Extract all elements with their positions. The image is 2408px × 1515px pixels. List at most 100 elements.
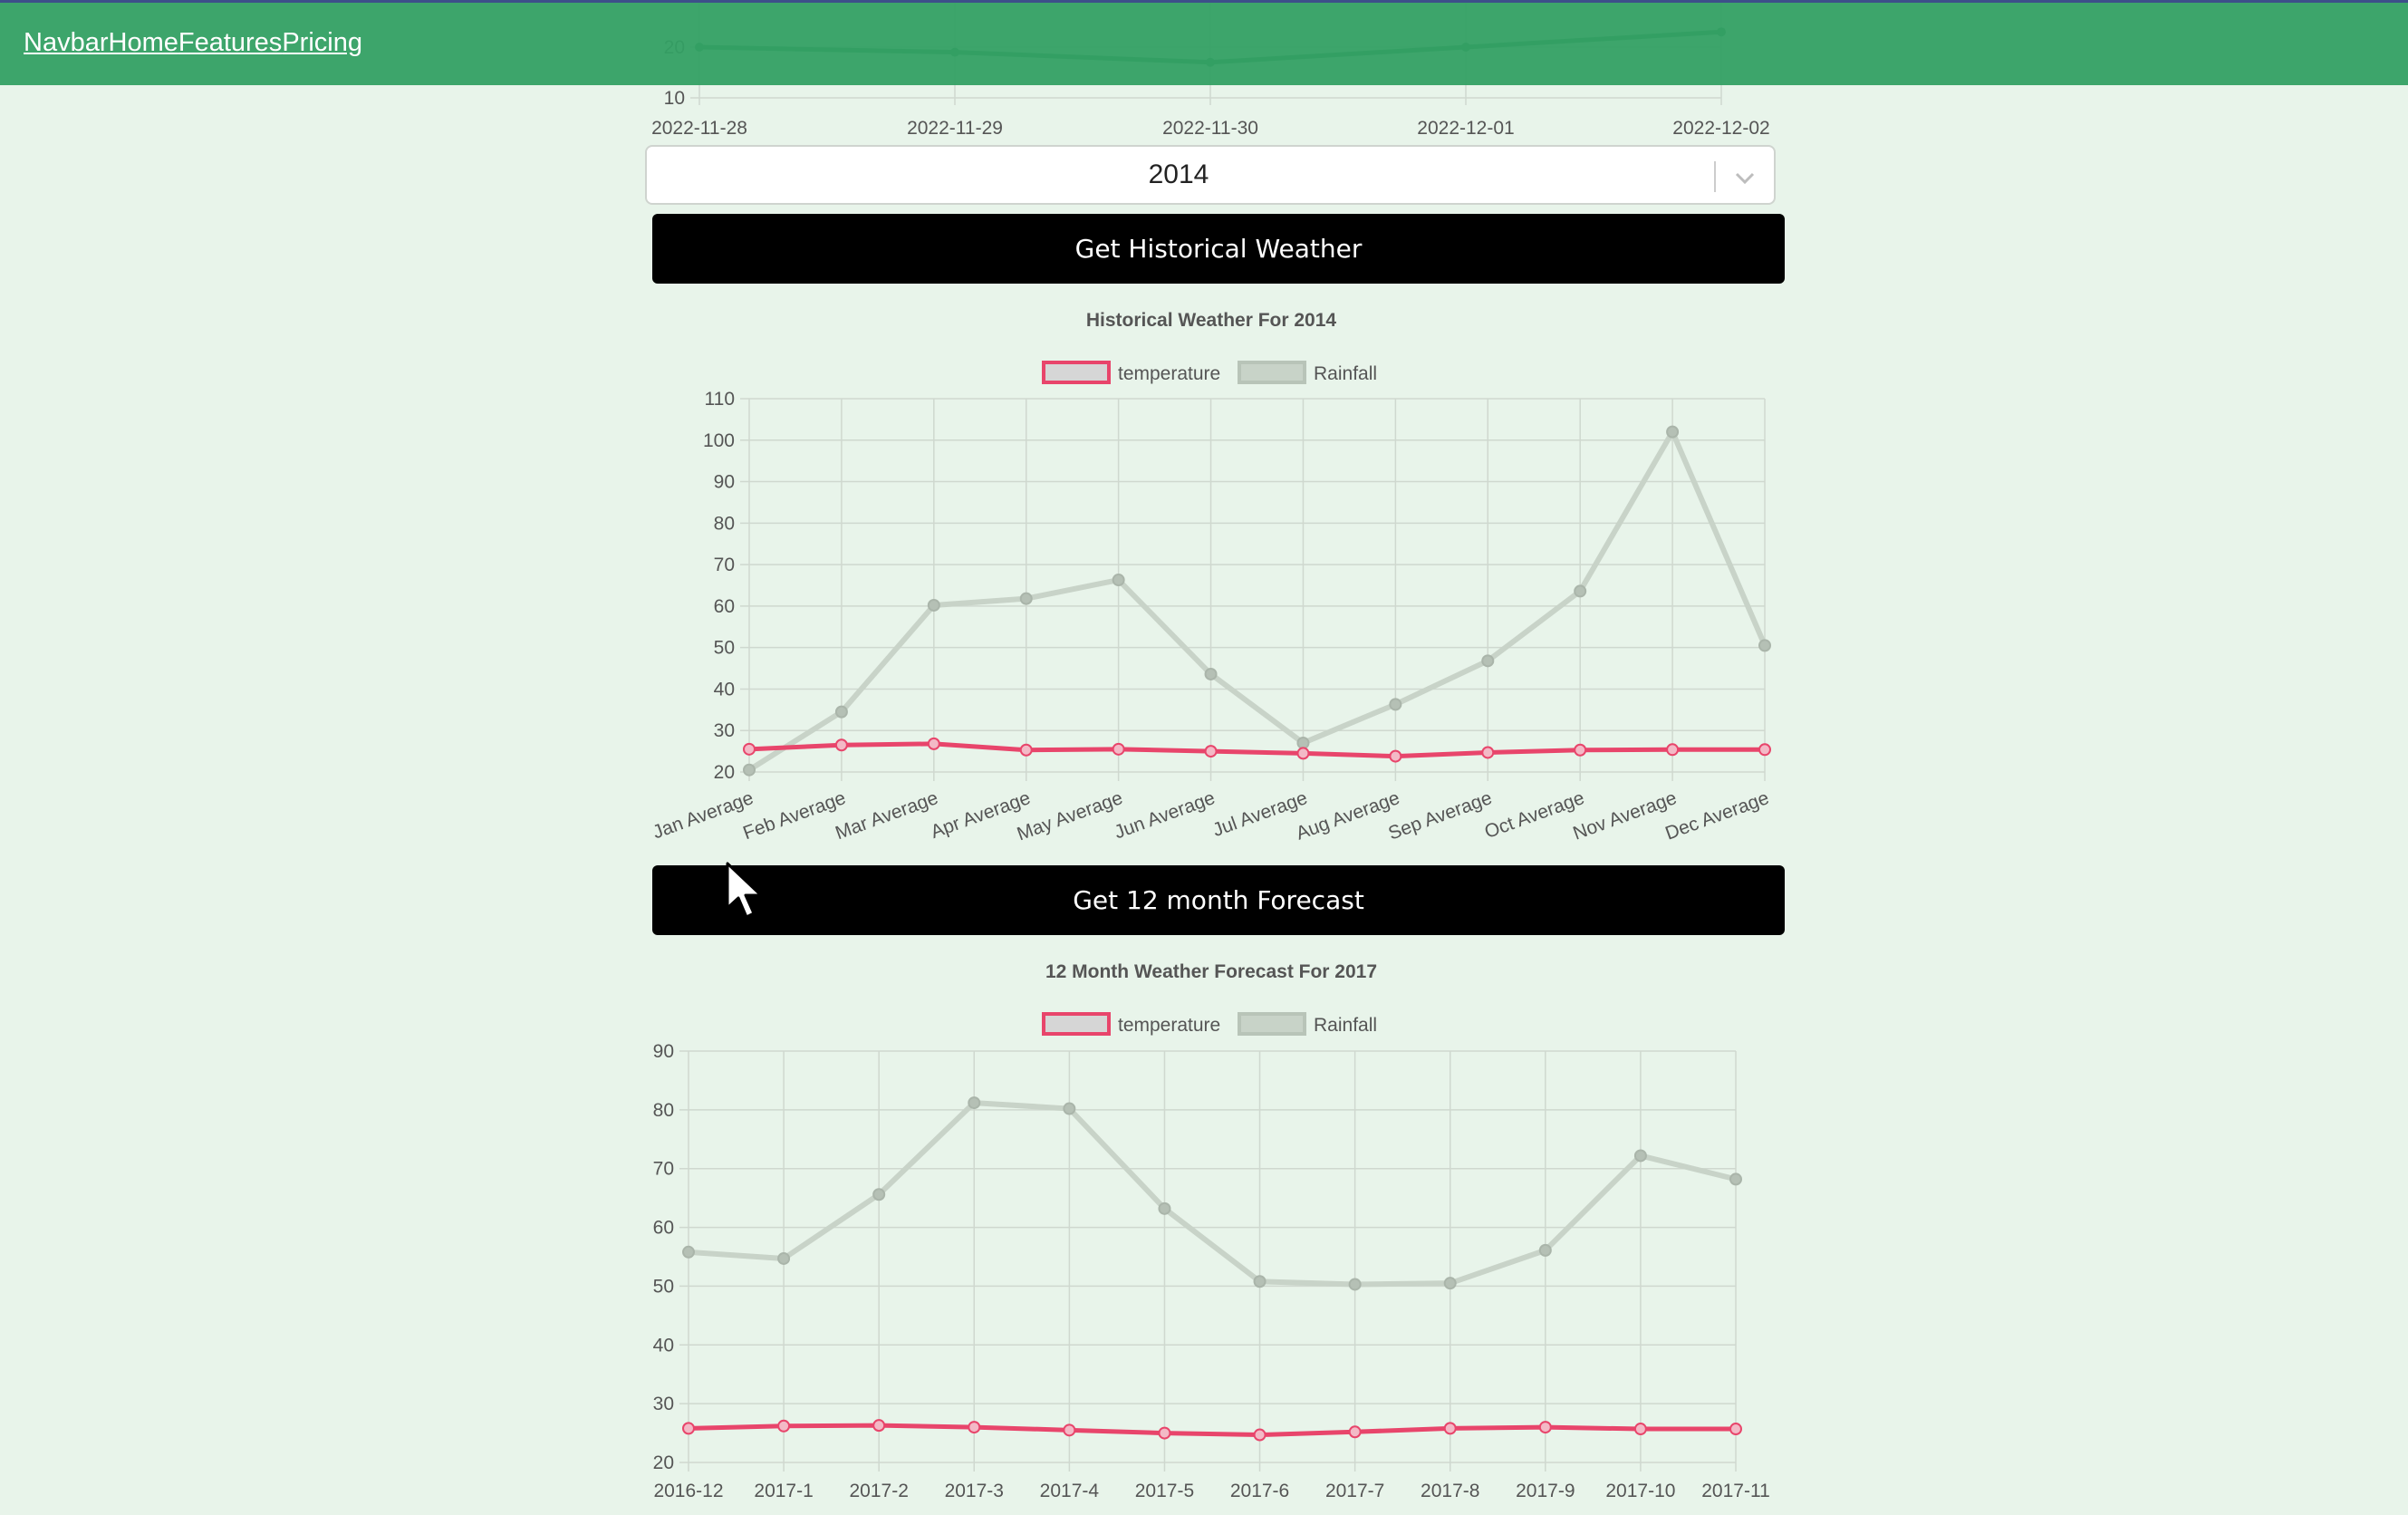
x-tick-label: 2017-2 <box>849 1481 908 1501</box>
data-point-rainfall[interactable] <box>1633 1149 1647 1163</box>
data-point-rainfall[interactable] <box>777 1251 791 1265</box>
x-tick-label: 2017-4 <box>1040 1481 1100 1501</box>
data-point-temperature[interactable] <box>1112 742 1125 756</box>
get-12-month-forecast-button[interactable]: Get 12 month Forecast <box>652 865 1785 935</box>
x-tick-label: 2022-11-29 <box>907 118 1003 139</box>
data-point-temperature[interactable] <box>1729 1423 1742 1436</box>
nav-brand-link[interactable]: Navbar <box>24 28 109 57</box>
x-tick-label: 2017-3 <box>945 1481 1004 1501</box>
x-tick-label: 2017-6 <box>1230 1481 1289 1501</box>
legend-rainfall-swatch[interactable] <box>1238 361 1306 384</box>
legend-temperature-swatch[interactable] <box>1042 361 1111 384</box>
data-point-rainfall[interactable] <box>1443 1277 1457 1290</box>
y-tick-label: 50 <box>653 1276 674 1297</box>
data-point-temperature[interactable] <box>777 1419 791 1433</box>
data-point-temperature[interactable] <box>1666 743 1680 757</box>
get-historical-weather-button[interactable]: Get Historical Weather <box>652 214 1785 284</box>
data-point-rainfall[interactable] <box>927 598 940 612</box>
nav-features-link[interactable]: Features <box>178 28 283 57</box>
navbar: Navbar Home Features Pricing <box>0 0 2408 85</box>
nav-home-link[interactable]: Home <box>108 28 178 57</box>
legend-rainfall-label[interactable]: Rainfall <box>1314 1015 1377 1036</box>
x-tick-label: 2022-12-01 <box>1417 118 1514 139</box>
y-tick-label: 40 <box>714 679 735 700</box>
y-tick-label: 80 <box>714 513 735 534</box>
data-point-rainfall[interactable] <box>1729 1172 1742 1186</box>
nav-links: Navbar Home Features Pricing <box>24 28 362 58</box>
y-tick-label: 30 <box>714 720 735 741</box>
data-point-temperature[interactable] <box>927 737 940 750</box>
x-tick-label: 2022-11-30 <box>1162 118 1258 139</box>
data-point-temperature[interactable] <box>1296 747 1310 760</box>
legend-rainfall-swatch[interactable] <box>1238 1012 1306 1036</box>
x-tick-label: 2017-7 <box>1325 1481 1384 1501</box>
data-point-temperature[interactable] <box>1019 743 1033 757</box>
y-tick-label: 20 <box>653 1452 674 1473</box>
data-point-temperature[interactable] <box>743 742 756 756</box>
historical-legend[interactable]: temperature Rainfall <box>1042 361 1377 384</box>
data-point-rainfall[interactable] <box>1204 667 1218 680</box>
y-tick-label: 20 <box>714 762 735 783</box>
x-tick-label: 2017-10 <box>1605 1481 1675 1501</box>
y-tick-label: 60 <box>714 596 735 617</box>
x-tick-label: 2022-12-02 <box>1672 118 1769 139</box>
series-line-temperature <box>688 1423 1736 1438</box>
data-point-rainfall[interactable] <box>1574 584 1587 598</box>
series-line-rainfall <box>688 1100 1737 1288</box>
data-point-rainfall[interactable] <box>1253 1275 1267 1288</box>
data-point-rainfall[interactable] <box>1666 425 1680 439</box>
x-tick-label: 2017-8 <box>1421 1481 1479 1501</box>
data-point-temperature[interactable] <box>1348 1425 1362 1439</box>
data-point-temperature[interactable] <box>682 1422 695 1435</box>
year-select[interactable]: 2014 <box>645 145 1776 205</box>
historical-chart-title: Historical Weather For 2014 <box>1086 310 1337 331</box>
data-point-temperature[interactable] <box>1204 745 1218 758</box>
data-point-rainfall[interactable] <box>1019 592 1033 605</box>
legend-temperature-label[interactable]: temperature <box>1118 363 1220 384</box>
series-line-rainfall <box>747 429 1767 773</box>
legend-temperature-swatch[interactable] <box>1042 1012 1111 1036</box>
chevron-down-icon[interactable] <box>1732 165 1758 190</box>
data-point-temperature[interactable] <box>1758 743 1771 757</box>
y-tick-label: 80 <box>653 1100 674 1121</box>
data-point-temperature[interactable] <box>872 1419 886 1433</box>
data-point-rainfall[interactable] <box>682 1245 695 1259</box>
y-tick-label: 40 <box>653 1335 674 1356</box>
data-point-temperature[interactable] <box>968 1421 981 1434</box>
y-tick-label: 70 <box>653 1159 674 1180</box>
data-point-rainfall[interactable] <box>872 1188 886 1201</box>
data-point-temperature[interactable] <box>1389 749 1402 763</box>
x-tick-label: 2017-11 <box>1701 1481 1770 1501</box>
data-point-temperature[interactable] <box>1574 743 1587 757</box>
data-point-temperature[interactable] <box>1063 1423 1076 1437</box>
data-point-rainfall[interactable] <box>743 763 756 777</box>
data-point-temperature[interactable] <box>1443 1422 1457 1435</box>
data-point-rainfall[interactable] <box>1348 1278 1362 1291</box>
data-point-rainfall[interactable] <box>1538 1243 1552 1257</box>
data-point-temperature[interactable] <box>1633 1423 1647 1436</box>
legend-rainfall-label[interactable]: Rainfall <box>1314 363 1377 384</box>
y-tick-label: 90 <box>714 472 735 493</box>
y-tick-label: 100 <box>703 430 735 451</box>
data-point-temperature[interactable] <box>1481 746 1495 759</box>
forecast-legend[interactable]: temperature Rainfall <box>1042 1012 1377 1036</box>
data-point-rainfall[interactable] <box>1758 639 1771 652</box>
legend-temperature-label[interactable]: temperature <box>1118 1015 1220 1036</box>
forecast-chart-title: 12 Month Weather Forecast For 2017 <box>1045 961 1377 982</box>
data-point-temperature[interactable] <box>1253 1428 1267 1442</box>
nav-pricing-link[interactable]: Pricing <box>282 28 362 57</box>
data-point-temperature[interactable] <box>1158 1426 1171 1440</box>
data-point-temperature[interactable] <box>834 738 848 752</box>
data-point-rainfall[interactable] <box>1112 574 1125 587</box>
data-point-temperature[interactable] <box>1538 1421 1552 1434</box>
y-tick-label: 110 <box>705 389 735 410</box>
y-tick-label: 70 <box>714 555 735 575</box>
data-point-rainfall[interactable] <box>1158 1201 1171 1215</box>
data-point-rainfall[interactable] <box>1481 654 1495 668</box>
data-point-rainfall[interactable] <box>1389 698 1402 711</box>
y-tick-label: 10 <box>664 88 685 109</box>
data-point-rainfall[interactable] <box>834 705 848 719</box>
data-point-rainfall[interactable] <box>968 1096 981 1110</box>
data-point-rainfall[interactable] <box>1063 1102 1076 1115</box>
